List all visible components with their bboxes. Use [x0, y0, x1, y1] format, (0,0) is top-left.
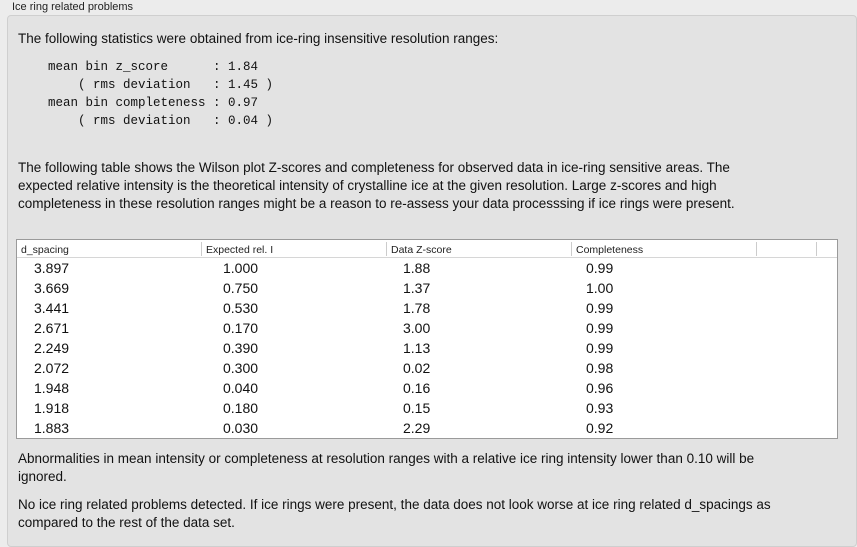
ice-ring-group: The following statistics were obtained f… [7, 15, 857, 547]
table-cell: 0.16 [403, 380, 431, 396]
table-cell: 2.072 [34, 360, 70, 376]
table-row[interactable]: 1.883 0.030 2.29 0.92 [17, 418, 837, 438]
table-cell: 3.897 [34, 260, 70, 276]
table-cell: 0.99 [586, 260, 614, 276]
table-row[interactable]: 2.072 0.300 0.02 0.98 [17, 358, 837, 378]
table-cell: 0.750 [223, 280, 259, 296]
table-cell: 1.88 [403, 260, 431, 276]
table-cell: 1.13 [403, 340, 431, 356]
table-cell: 1.78 [403, 300, 431, 316]
table-cell: 3.669 [34, 280, 70, 296]
table-cell: 3.00 [403, 320, 431, 336]
table-row[interactable]: 2.671 0.170 3.00 0.99 [17, 318, 837, 338]
table-cell: 1.00 [586, 280, 614, 296]
table-row[interactable]: 1.918 0.180 0.15 0.93 [17, 398, 837, 418]
table-cell: 2.29 [403, 420, 431, 436]
table-header: d_spacing Expected rel. I Data Z-score Comp… [17, 240, 837, 258]
table-cell: 0.02 [403, 360, 431, 376]
table-cell: 1.948 [34, 380, 70, 396]
description-text: The following table shows the Wilson plo… [18, 160, 735, 211]
table-cell: 0.96 [586, 380, 614, 396]
table-cell: 1.883 [34, 420, 70, 436]
table-row[interactable]: 3.669 0.750 1.37 1.00 [17, 278, 837, 298]
table-cell: 3.441 [34, 300, 70, 316]
table-cell: 0.040 [223, 380, 259, 396]
group-title: Ice ring related problems [12, 1, 134, 13]
column-header[interactable]: Expected rel. I [202, 242, 387, 256]
table-cell: 0.99 [586, 340, 614, 356]
table-cell: 0.99 [586, 300, 614, 316]
table-cell: 2.671 [34, 320, 70, 336]
table-cell: 0.390 [223, 340, 259, 356]
table-cell: 0.180 [223, 400, 259, 416]
column-header[interactable]: Data Z-score [387, 242, 572, 256]
table-row[interactable]: 3.897 1.000 1.88 0.99 [17, 258, 837, 278]
column-header[interactable]: Completeness [572, 242, 757, 256]
table-row[interactable]: 1.948 0.040 0.16 0.96 [17, 378, 837, 398]
ice-ring-table[interactable]: d_spacing Expected rel. I Data Z-score Comp… [16, 239, 838, 439]
table-cell: 0.98 [586, 360, 614, 376]
table-row[interactable]: 3.441 0.530 1.78 0.99 [17, 298, 837, 318]
stats-block: mean bin z_score : 1.84 ( rms deviation … [48, 60, 274, 128]
table-cell: 0.92 [586, 420, 614, 436]
table-cell: 0.99 [586, 320, 614, 336]
table-cell: 0.300 [223, 360, 259, 376]
table-cell: 0.170 [223, 320, 259, 336]
conclusion-text: No ice ring related problems detected. I… [18, 497, 771, 530]
table-cell: 2.249 [34, 340, 70, 356]
table-cell: 0.030 [223, 420, 259, 436]
table-cell: 0.530 [223, 300, 259, 316]
column-header-empty [757, 242, 817, 256]
note-text: Abnormalities in mean intensity or compl… [18, 451, 755, 484]
table-cell: 1.000 [223, 260, 259, 276]
table-cell: 0.93 [586, 400, 614, 416]
table-cell: 1.37 [403, 280, 431, 296]
table-body: 3.897 1.000 1.88 0.99 3.669 0.750 1.37 1.00 3.44… [17, 258, 837, 438]
table-cell: 0.15 [403, 400, 431, 416]
column-header[interactable]: d_spacing [17, 242, 202, 256]
table-cell: 1.918 [34, 400, 70, 416]
table-row[interactable]: 2.249 0.390 1.13 0.99 [17, 338, 837, 358]
intro-text: The following statistics were obtained f… [18, 31, 499, 46]
